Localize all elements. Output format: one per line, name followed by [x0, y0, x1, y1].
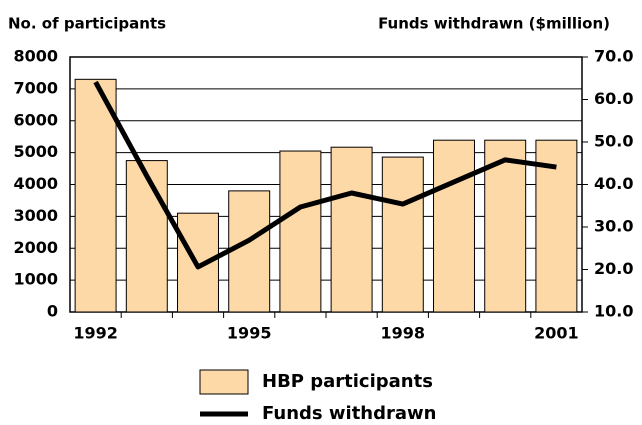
x-tick-label: 2001 [534, 324, 579, 343]
y-tick-label: 7000 [13, 78, 58, 97]
y2-tick-label: 20.0 [594, 259, 633, 278]
y2-axis-title: Funds withdrawn ($million) [378, 15, 610, 33]
y-tick-label: 3000 [13, 206, 58, 225]
y-tick-label: 5000 [13, 142, 58, 161]
bar [74, 78, 117, 313]
y-tick-label: 0 [47, 302, 58, 321]
y2-tick-label: 50.0 [594, 132, 633, 151]
y-tick-label: 2000 [13, 238, 58, 257]
legend-label: HBP participants [262, 371, 433, 392]
legend-label: Funds withdrawn [262, 403, 436, 424]
y-tick-label: 4000 [13, 174, 58, 193]
bar [228, 190, 271, 313]
x-tick-label: 1998 [381, 324, 426, 343]
y-tick-label: 6000 [13, 110, 58, 129]
y2-tick-label: 40.0 [594, 174, 633, 193]
bar [330, 146, 373, 313]
y2-tick-label: 10.0 [594, 302, 633, 321]
bar [535, 139, 578, 313]
bar [125, 160, 168, 313]
y-axis-title: No. of participants [8, 15, 166, 33]
y2-tick-label: 70.0 [594, 47, 633, 66]
bar [484, 139, 527, 313]
y2-tick-label: 60.0 [594, 89, 633, 108]
bar [279, 150, 322, 313]
legend-swatch [199, 369, 249, 395]
y-tick-label: 1000 [13, 270, 58, 289]
x-tick-label: 1992 [73, 324, 118, 343]
x-tick-label: 1995 [227, 324, 272, 343]
bar [433, 139, 475, 313]
line [93, 80, 557, 270]
y-tick-label: 8000 [13, 47, 58, 66]
y2-tick-label: 30.0 [594, 217, 633, 236]
bar [381, 156, 424, 313]
